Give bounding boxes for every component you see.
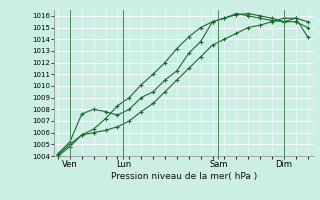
X-axis label: Pression niveau de la mer( hPa ): Pression niveau de la mer( hPa ) bbox=[111, 172, 257, 181]
